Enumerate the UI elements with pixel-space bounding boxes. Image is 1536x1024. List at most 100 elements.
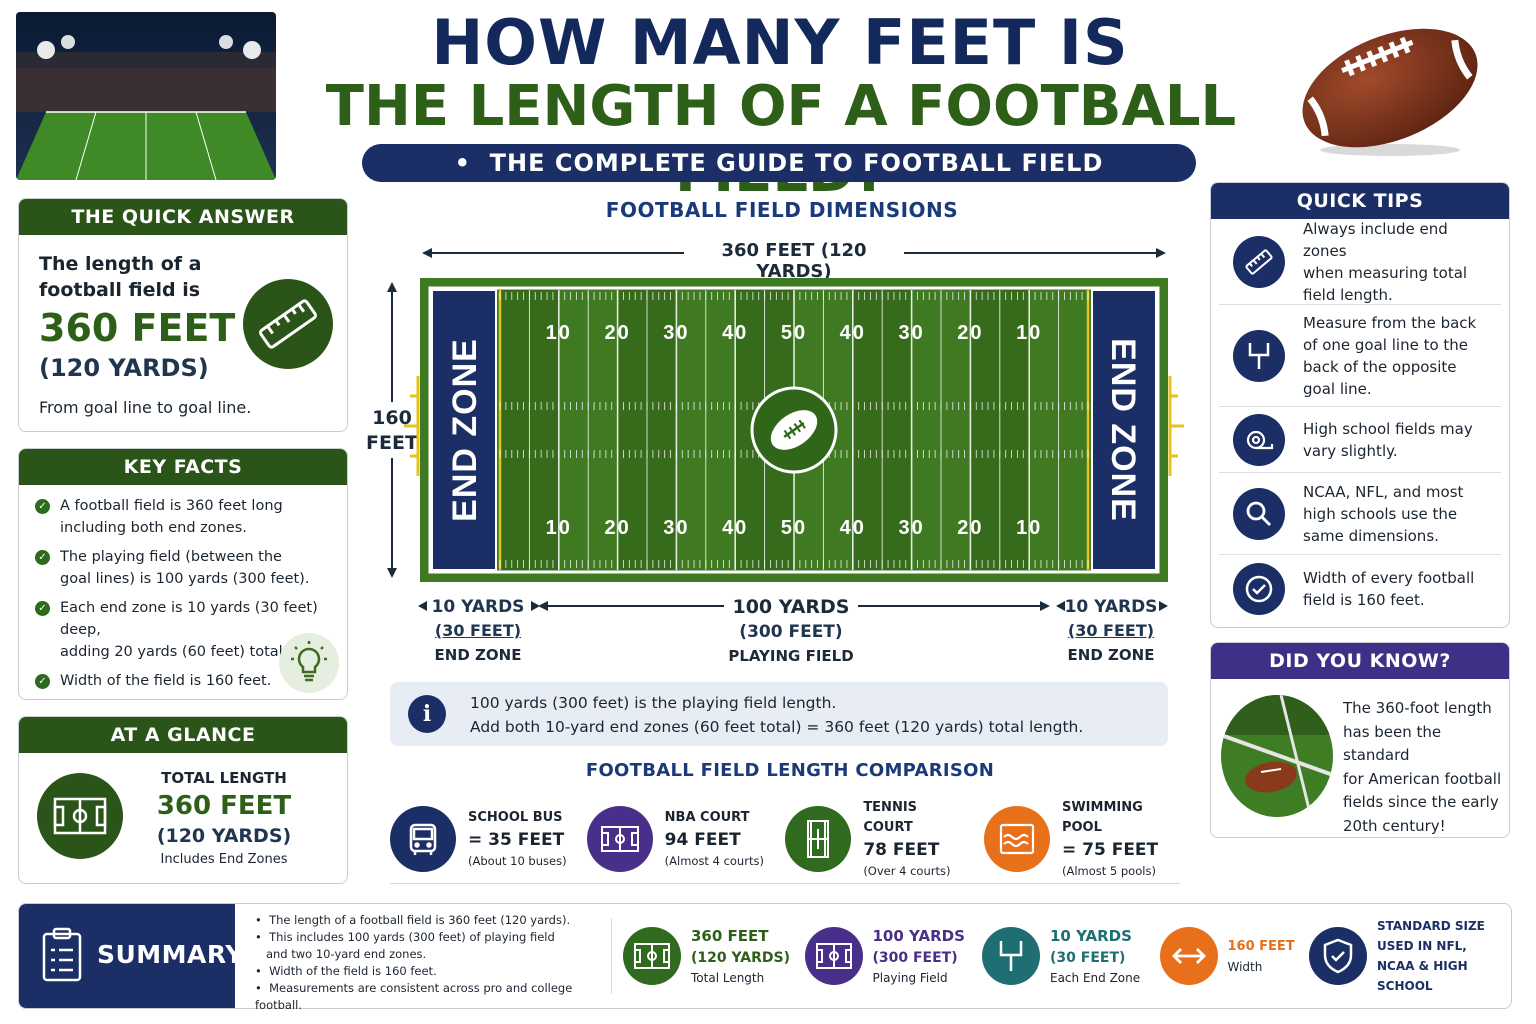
key-fact-item: ✓ Each end zone is 10 yards (30 feet) de… bbox=[35, 597, 335, 663]
yard-number: 10 bbox=[1016, 517, 1042, 539]
title-line-2: THE LENGTH OF A FOOTBALL FIELD? bbox=[325, 74, 1237, 205]
did-you-know-text: 20th century! bbox=[1343, 816, 1446, 835]
tip-text: of one goal line to the bbox=[1303, 335, 1469, 354]
tip-text: Measure from the back bbox=[1303, 313, 1477, 332]
tip-item: High school fields may vary slightly. bbox=[1219, 407, 1501, 473]
yard-number: 20 bbox=[957, 517, 983, 539]
field-icon bbox=[623, 927, 681, 985]
glance-yards: (120 YARDS) bbox=[156, 825, 292, 847]
info-box: i 100 yards (300 feet) is the playing fi… bbox=[390, 682, 1168, 746]
width-unit: FEET bbox=[366, 432, 418, 454]
summary-stat-label: Width bbox=[1227, 960, 1263, 974]
left-zone-label: END ZONE bbox=[434, 646, 522, 664]
fact-text: A football field is 360 feet long bbox=[60, 498, 283, 514]
check-icon: ✓ bbox=[35, 499, 50, 514]
glance-label: TOTAL LENGTH bbox=[161, 769, 287, 787]
check-icon: ✓ bbox=[35, 601, 50, 616]
center-label: PLAYING FIELD bbox=[728, 647, 854, 665]
did-you-know-text: The 360-foot length bbox=[1343, 699, 1492, 717]
goalpost-right bbox=[1168, 376, 1188, 476]
tip-text: high schools use the bbox=[1303, 504, 1458, 523]
bullet-dot: • bbox=[454, 149, 490, 177]
summary-bullet: • Measurements are consistent across pro… bbox=[255, 981, 573, 1012]
tip-text: Width of every football bbox=[1303, 569, 1475, 587]
quick-answer-line-2: football field is bbox=[39, 279, 201, 301]
did-you-know-card: DID YOU KNOW? The 360-foot length has be… bbox=[1210, 642, 1510, 838]
summary-stat-label: NCAA & HIGH SCHOOL bbox=[1377, 959, 1468, 993]
yard-number: 40 bbox=[722, 517, 748, 539]
summary-stat-value: 10 YARDS bbox=[1050, 927, 1132, 945]
left-end-zone-label: 10 YARDS (30 FEET) END ZONE bbox=[428, 596, 528, 666]
comparison-nba-court: NBA COURT 94 FEET (Almost 4 courts) bbox=[586, 794, 767, 883]
summary-bullet-text: Measurements are consistent across pro a… bbox=[255, 981, 573, 1012]
clipboard-icon bbox=[41, 926, 83, 984]
yard-number: 10 bbox=[546, 322, 572, 344]
tip-item: Width of every football field is 160 feet… bbox=[1219, 555, 1501, 623]
comparison-name: SWIMMING POOL bbox=[1061, 799, 1143, 835]
summary-stat-sub: (30 FEET) bbox=[1050, 950, 1126, 966]
key-facts-heading: KEY FACTS bbox=[19, 449, 347, 485]
quick-tips-card: QUICK TIPS Always include end zones when … bbox=[1210, 182, 1510, 628]
did-you-know-text: for American football bbox=[1343, 769, 1502, 788]
summary-bullet-text: This includes 100 yards (300 feet) of pl… bbox=[269, 930, 555, 944]
comparison-note: (Almost 5 pools) bbox=[1061, 863, 1156, 878]
summary-bullet: • The length of a football field is 360 … bbox=[255, 913, 571, 927]
tip-item: NCAA, NFL, and most high schools use the s… bbox=[1219, 473, 1501, 555]
goalpost-left bbox=[400, 376, 420, 476]
info-icon: i bbox=[408, 695, 446, 733]
summary-stat-label: Playing Field bbox=[872, 971, 948, 985]
comparison-tennis-court: TENNIS COURT 78 FEET (Over 4 courts) bbox=[785, 794, 965, 883]
right-end-zone-label: 10 YARDS (30 FEET) END ZONE bbox=[1060, 596, 1162, 666]
width-number: 160 bbox=[372, 407, 412, 429]
end-zone-left bbox=[431, 289, 497, 571]
tip-text: Always include end zones bbox=[1303, 219, 1448, 260]
summary-heading: SUMMARY bbox=[97, 940, 244, 969]
tip-item: Always include end zones when measuring t… bbox=[1219, 219, 1501, 305]
bus-icon bbox=[390, 805, 456, 872]
tip-text: field is 160 feet. bbox=[1303, 591, 1425, 609]
yard-number: 30 bbox=[898, 322, 924, 344]
field-icon bbox=[37, 773, 123, 859]
yard-number: 10 bbox=[1016, 322, 1042, 344]
summary-bar: SUMMARY • The length of a football field… bbox=[18, 903, 1512, 1012]
key-fact-item: ✓ A football field is 360 feet long inclu… bbox=[35, 495, 335, 539]
tape-measure-icon bbox=[1233, 413, 1285, 466]
yard-number: 50 bbox=[781, 517, 807, 539]
comparison-note: (About 10 buses) bbox=[468, 853, 567, 868]
tennis-court-icon bbox=[785, 805, 852, 872]
summary-stat: STANDARD SIZE USED IN NFL, NCAA & HIGH S… bbox=[1309, 916, 1509, 996]
summary-stat-label: Total Length bbox=[691, 971, 765, 985]
goalpost-icon bbox=[1233, 329, 1285, 382]
at-a-glance-card: AT A GLANCE TOTAL LENGTH 360 FEET (120 Y… bbox=[18, 716, 348, 884]
total-length-label: 360 FEET (120 YARDS) bbox=[721, 240, 867, 282]
comparison-value: = 75 FEET bbox=[1061, 839, 1159, 860]
key-fact-item: ✓ The playing field (between the goal lin… bbox=[35, 546, 335, 590]
key-fact-item: ✓ Width of the field is 160 feet. bbox=[35, 670, 335, 692]
tip-text: goal line. bbox=[1303, 379, 1372, 398]
fact-text: adding 20 yards (60 feet) total. bbox=[60, 644, 288, 660]
right-zone-feet: (30 FEET) bbox=[1067, 621, 1155, 640]
double-arrow-icon bbox=[1159, 927, 1218, 985]
quick-answer-note: From goal line to goal line. bbox=[39, 398, 252, 417]
comparison-row: SCHOOL BUS = 35 FEET (About 10 buses) NB… bbox=[390, 794, 1180, 884]
center-feet: (300 FEET) bbox=[739, 622, 843, 642]
segment-labels: 10 YARDS (30 FEET) END ZONE 100 YARDS (3… bbox=[418, 596, 1168, 666]
fact-text: goal lines) is 100 yards (300 feet). bbox=[60, 571, 310, 587]
comparison-value: 94 FEET bbox=[664, 829, 741, 850]
summary-stat-sub: USED IN NFL, bbox=[1377, 939, 1467, 953]
tip-text: NCAA, NFL, and most bbox=[1303, 482, 1464, 501]
summary-stat-value: 360 FEET bbox=[691, 927, 769, 945]
at-a-glance-heading: AT A GLANCE bbox=[19, 717, 347, 753]
summary-bullet-text: The length of a football field is 360 fe… bbox=[269, 913, 571, 927]
summary-stat: 100 YARDS (300 FEET) Playing Field bbox=[804, 925, 969, 987]
tip-text: High school fields may bbox=[1303, 419, 1473, 438]
comparison-note: (Almost 4 courts) bbox=[664, 853, 764, 868]
playing-field-label: 100 YARDS (300 FEET) PLAYING FIELD bbox=[718, 596, 864, 666]
yard-number: 40 bbox=[840, 517, 866, 539]
yard-number: 30 bbox=[898, 517, 924, 539]
tip-text: same dimensions. bbox=[1303, 526, 1439, 545]
comparison-swimming-pool: SWIMMING POOL = 75 FEET (Almost 5 pools) bbox=[983, 794, 1180, 883]
summary-stat-value: 100 YARDS bbox=[872, 927, 965, 945]
yard-number: 20 bbox=[957, 322, 983, 344]
comparison-school-bus: SCHOOL BUS = 35 FEET (About 10 buses) bbox=[390, 794, 568, 883]
